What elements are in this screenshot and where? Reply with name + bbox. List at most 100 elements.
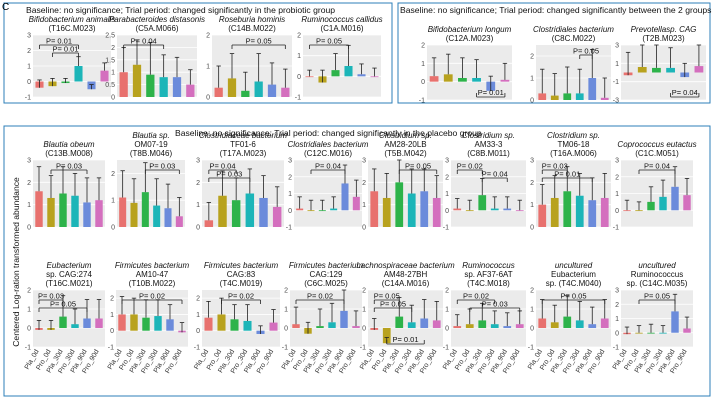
y-tick-label: 0	[362, 326, 366, 333]
p-value-label: P= 0.03	[38, 292, 64, 301]
y-tick-label: 1	[530, 307, 534, 314]
bar-Pla_90d	[172, 77, 182, 97]
y-tick-label: 1	[297, 53, 301, 60]
bar-Pla_30d	[230, 319, 239, 331]
y-tick-label: -1	[282, 345, 288, 352]
bar-Pro_0d	[550, 95, 559, 100]
y-tick-label: -1	[443, 225, 449, 232]
chart-panel-5: 0 1 2 Clostridiales bacterium(C8C.M022) P= 0…	[530, 25, 614, 105]
y-tick-label: 3	[615, 43, 619, 50]
p-value-label: P= 0.03	[149, 162, 175, 171]
chart-panel-10: -1 0 1 2 3 Clostridiales bacterium(C12C.M016)…	[286, 140, 369, 232]
panel-title-line: (C8C.M022)	[552, 34, 596, 43]
panel-title-line: (C6C.M025)	[304, 279, 348, 288]
plot-background	[536, 160, 611, 227]
p-value-label: P= 0.04	[482, 170, 508, 179]
p-value-label: P= 0.04	[644, 162, 670, 171]
panel-title-line: Bifidobacterium animalis	[29, 15, 116, 24]
y-tick-label: 3	[615, 158, 619, 165]
y-tick-label: -3	[613, 98, 619, 105]
p-value-label: P= 0.02	[307, 292, 333, 301]
y-tick-label: 2	[530, 180, 534, 187]
panel-title-line: Firmicutes bacterium	[115, 261, 190, 270]
bar-Pro_30d	[490, 208, 499, 211]
bar-Pla_90d	[340, 310, 348, 328]
panel-title-line: Prevotellasp. CAG	[631, 25, 697, 34]
bar-Pro_0d	[465, 324, 474, 328]
y-axis-label: Centered Log-ration transformed abundanc…	[11, 177, 21, 347]
p-value-label: P= 0.02	[457, 162, 483, 171]
panel-title-line: Clostridium sp.	[547, 131, 600, 140]
bar-Pro_90d	[95, 318, 103, 328]
y-tick-label: 0	[111, 225, 115, 232]
y-tick-label: -1	[25, 345, 31, 352]
chart-panel-6: -3 -1 1 3 Prevotellasp. CAG(T2B.M023) P= 0.04	[613, 25, 706, 105]
p-value-label: P= 0.03	[56, 162, 82, 171]
bar-Pla_0d	[204, 317, 213, 331]
bar-Pla_90d	[671, 186, 679, 211]
y-tick-label: 1	[196, 312, 200, 319]
bar-Pla_30d	[563, 316, 572, 328]
panel-title-line: Bifidobacterium longum	[428, 25, 512, 34]
p-value-label: P= 0.02	[228, 292, 254, 301]
y-tick-label: 0	[615, 208, 619, 215]
p-value-label: P= 0.05	[316, 37, 342, 46]
bar-Pla_90d	[83, 318, 91, 328]
bar-Pla_90d	[341, 183, 349, 211]
panel-title-line: (C14A.M016)	[382, 279, 430, 288]
panel-title-line: Clostridium sp.	[462, 131, 515, 140]
bar-Pro_0d	[635, 210, 643, 212]
bar-Pla_90d	[671, 311, 679, 333]
p-value-label: P= 0.05	[560, 292, 586, 301]
p-value-label: P= 0.02	[139, 292, 165, 301]
bar-Pro_30d	[407, 193, 416, 227]
panel-title-line: Eubacterium	[551, 270, 596, 279]
y-tick-label: 3	[27, 33, 31, 40]
bar-Pla_90d	[166, 319, 174, 331]
section-title-probiotic: Baseline: no significance; Trial period:…	[26, 5, 335, 15]
panel-title-line: TM06-18	[557, 140, 590, 149]
y-tick-label: -1	[419, 98, 425, 105]
panel-title-line: (C5A.M066)	[135, 24, 178, 33]
p-value-label: P= 0.01	[554, 170, 580, 179]
y-tick-label: 0	[27, 225, 31, 232]
y-tick-label: 1	[530, 76, 534, 83]
y-tick-label: -1	[613, 79, 619, 86]
bar-Pro_0d	[637, 67, 647, 73]
y-tick-label: -1	[443, 345, 449, 352]
panel-letter: C	[2, 2, 9, 13]
y-tick-label: 2.5	[105, 33, 115, 40]
bar-Pla_90d	[588, 200, 597, 227]
bar-Pla_30d	[647, 332, 655, 334]
bar-Pro_30d	[254, 81, 263, 97]
bar-Pla_0d	[538, 318, 547, 328]
bar-Pla_90d	[503, 208, 512, 211]
bar-Pro_30d	[344, 66, 353, 77]
y-tick-label: -1	[108, 345, 114, 352]
y-tick-label: 2	[110, 296, 114, 303]
panel-title-line: Ruminococcus	[462, 261, 514, 270]
chart-panel-14: -1 0 1 2 3 Coprococcus eutactus(C1C.M051) P= 0…	[613, 140, 697, 232]
p-value-label: P= 0.01	[46, 37, 72, 46]
bar-Pla_30d	[478, 195, 487, 211]
panel-title-line: Blautia sp.	[132, 131, 169, 140]
panel-title-line: (T4C.M019)	[220, 279, 263, 288]
y-tick-label: 0	[27, 79, 31, 86]
bar-Pro_90d	[432, 320, 441, 328]
bar-Pro_90d	[683, 195, 691, 211]
bar-Pro_0d	[132, 64, 142, 97]
bar-Pla_30d	[647, 201, 655, 211]
chart-panels: -1 0 1 2 3 Bifidobacterium animalis(T16C.M023…	[24, 15, 706, 375]
panel-title-line: AM10-47	[136, 270, 169, 279]
bar-Pro_30d	[407, 322, 416, 328]
y-tick-label: 2	[530, 288, 534, 295]
bar-Pro_90d	[186, 84, 195, 97]
bar-Pro_90d	[272, 206, 282, 227]
bar-Pro_30d	[659, 332, 667, 334]
plot-background	[368, 290, 443, 347]
bar-Pla_0d	[305, 76, 314, 78]
chart-panel-17: -1 0 1 2 Firmicutes bacteriumCAG:83(T4C.M019…	[193, 261, 280, 375]
bar-Pla_30d	[141, 192, 149, 227]
